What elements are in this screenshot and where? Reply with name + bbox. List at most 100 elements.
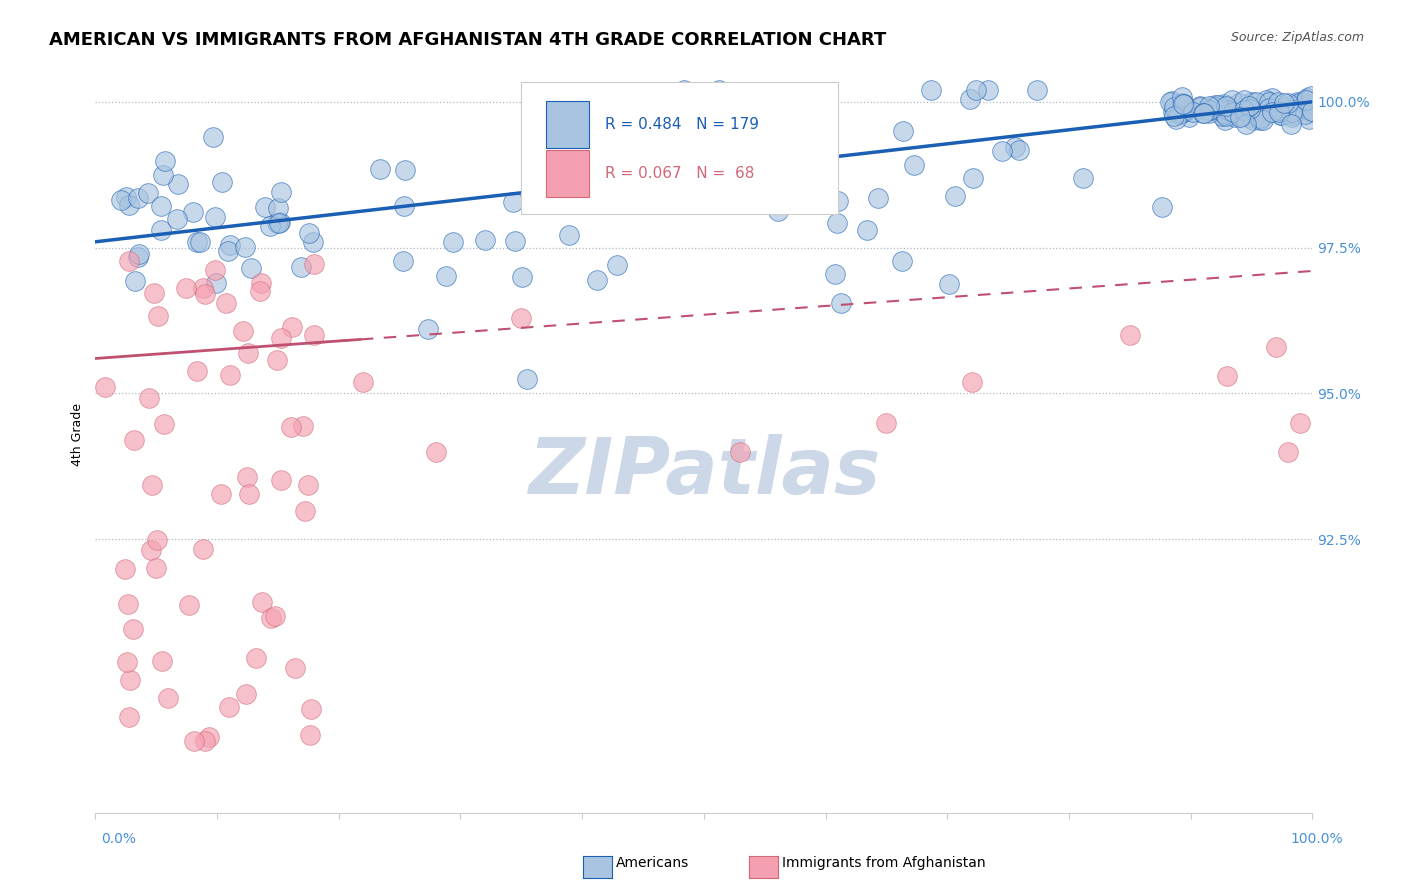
Point bbox=[391, 254, 413, 268]
Point bbox=[281, 320, 304, 334]
Point bbox=[217, 244, 239, 258]
Point bbox=[1270, 108, 1292, 122]
Point bbox=[1198, 103, 1220, 117]
Point bbox=[866, 191, 889, 205]
Point bbox=[1216, 368, 1239, 383]
Point bbox=[233, 240, 256, 254]
Point bbox=[1171, 89, 1194, 103]
Point bbox=[1277, 445, 1299, 459]
Point bbox=[1261, 104, 1284, 119]
Point bbox=[1223, 108, 1246, 122]
Point bbox=[127, 191, 149, 205]
Point bbox=[1229, 111, 1251, 125]
Point bbox=[1270, 108, 1292, 122]
Point bbox=[1295, 93, 1317, 107]
FancyBboxPatch shape bbox=[546, 101, 589, 148]
Point bbox=[181, 205, 204, 219]
Point bbox=[606, 167, 628, 181]
Point bbox=[644, 99, 666, 113]
Point bbox=[891, 124, 914, 138]
Point bbox=[1008, 144, 1031, 158]
Point bbox=[304, 328, 326, 343]
Point bbox=[735, 174, 758, 188]
Point bbox=[1174, 103, 1197, 117]
Point bbox=[730, 445, 752, 459]
Point bbox=[146, 310, 169, 324]
Point bbox=[1267, 95, 1289, 109]
Point bbox=[292, 419, 315, 434]
Text: 0.0%: 0.0% bbox=[101, 832, 136, 846]
Point bbox=[1167, 107, 1189, 121]
Point bbox=[1119, 328, 1142, 343]
Point bbox=[558, 227, 581, 242]
Point bbox=[201, 130, 224, 145]
Point bbox=[657, 186, 679, 200]
Point bbox=[768, 204, 790, 219]
Point bbox=[960, 375, 983, 389]
Point bbox=[965, 83, 987, 97]
Point bbox=[1181, 104, 1204, 119]
Point bbox=[205, 276, 228, 290]
Point bbox=[298, 728, 321, 742]
Point bbox=[1227, 96, 1250, 111]
Point bbox=[1212, 97, 1234, 112]
Point bbox=[270, 473, 292, 487]
Point bbox=[1204, 100, 1226, 114]
Point bbox=[1208, 102, 1230, 116]
Point bbox=[301, 235, 323, 249]
Point bbox=[1216, 103, 1239, 117]
Point bbox=[991, 145, 1014, 159]
Point bbox=[1281, 105, 1303, 120]
Point bbox=[122, 433, 145, 447]
Point bbox=[1291, 95, 1313, 110]
Point bbox=[606, 258, 628, 272]
Point bbox=[166, 212, 188, 227]
Point bbox=[1213, 107, 1236, 121]
Point bbox=[290, 260, 312, 275]
Point bbox=[93, 379, 115, 393]
Point bbox=[254, 200, 277, 214]
Point bbox=[1299, 96, 1322, 111]
Y-axis label: 4th Grade: 4th Grade bbox=[72, 403, 84, 466]
Point bbox=[830, 296, 852, 310]
Point bbox=[1279, 103, 1302, 117]
Text: Source: ZipAtlas.com: Source: ZipAtlas.com bbox=[1230, 31, 1364, 45]
Point bbox=[815, 194, 838, 208]
Point bbox=[1299, 104, 1322, 119]
Point bbox=[1215, 109, 1237, 123]
Point bbox=[1192, 106, 1215, 120]
Point bbox=[824, 268, 846, 282]
Point bbox=[218, 700, 240, 714]
Point bbox=[1218, 105, 1240, 120]
Point bbox=[1071, 171, 1094, 186]
Point bbox=[177, 599, 200, 613]
Point bbox=[1164, 112, 1187, 126]
Point bbox=[1170, 106, 1192, 120]
Point bbox=[236, 346, 259, 360]
Point bbox=[1249, 111, 1271, 125]
Point bbox=[236, 469, 259, 483]
Point bbox=[266, 216, 288, 230]
Point bbox=[1282, 107, 1305, 121]
Point bbox=[218, 237, 240, 252]
Point bbox=[127, 250, 149, 264]
Point bbox=[284, 661, 307, 675]
Point bbox=[700, 164, 723, 178]
Point bbox=[1288, 96, 1310, 111]
Point bbox=[1223, 110, 1246, 124]
Point bbox=[152, 417, 174, 431]
Point bbox=[211, 175, 233, 189]
Point bbox=[194, 734, 217, 748]
Point bbox=[1289, 102, 1312, 116]
Point bbox=[1192, 105, 1215, 120]
Point bbox=[145, 561, 167, 575]
Point bbox=[368, 162, 391, 177]
Text: AMERICAN VS IMMIGRANTS FROM AFGHANISTAN 4TH GRADE CORRELATION CHART: AMERICAN VS IMMIGRANTS FROM AFGHANISTAN … bbox=[49, 31, 886, 49]
Point bbox=[1211, 109, 1233, 123]
Point bbox=[1281, 110, 1303, 124]
Point bbox=[1215, 99, 1237, 113]
Point bbox=[298, 226, 321, 240]
Point bbox=[152, 169, 174, 183]
Point bbox=[1198, 98, 1220, 112]
Point bbox=[245, 651, 267, 665]
